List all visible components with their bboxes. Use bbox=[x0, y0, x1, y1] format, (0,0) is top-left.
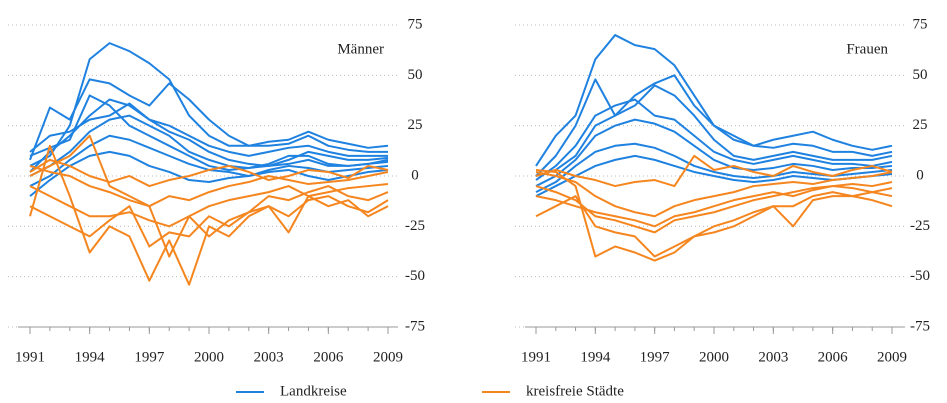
x-tick-label: 2006 bbox=[818, 349, 849, 365]
data-line bbox=[29, 164, 389, 208]
data-line bbox=[535, 98, 893, 181]
data-line bbox=[29, 195, 389, 248]
y-tick-label: 50 bbox=[913, 67, 928, 83]
x-tick-label: 2000 bbox=[194, 349, 224, 365]
x-tick-label: 1994 bbox=[75, 349, 106, 365]
data-line bbox=[29, 114, 389, 177]
data-line bbox=[29, 102, 388, 157]
y-tick-label: 25 bbox=[408, 117, 423, 133]
data-line bbox=[29, 42, 389, 167]
data-line bbox=[29, 78, 388, 161]
data-line bbox=[29, 94, 389, 171]
y-tick-label: -75 bbox=[405, 318, 425, 334]
data-line bbox=[535, 170, 893, 218]
x-tick-label: 2003 bbox=[254, 349, 284, 365]
data-line bbox=[535, 187, 893, 258]
y-tick-label: 0 bbox=[916, 167, 924, 183]
y-tick-label: 25 bbox=[913, 117, 928, 133]
y-tick-label: -75 bbox=[910, 318, 930, 334]
x-tick-label: 1997 bbox=[134, 349, 165, 365]
legend-label: Landkreise bbox=[280, 383, 347, 399]
data-line bbox=[29, 158, 389, 188]
panel-title: Männer bbox=[337, 41, 384, 57]
y-tick-label: -25 bbox=[910, 218, 930, 234]
data-line bbox=[29, 150, 389, 197]
y-tick-label: 75 bbox=[408, 16, 423, 32]
y-tick-label: -50 bbox=[910, 268, 930, 284]
data-line bbox=[535, 154, 893, 188]
x-tick-label: 2000 bbox=[699, 349, 729, 365]
x-tick-label: 1991 bbox=[15, 349, 45, 365]
y-tick-label: 75 bbox=[913, 16, 928, 32]
data-line bbox=[29, 183, 389, 228]
data-line bbox=[535, 185, 893, 228]
x-tick-label: 2006 bbox=[313, 349, 344, 365]
y-tick-label: 50 bbox=[408, 67, 423, 83]
x-tick-label: 1997 bbox=[640, 349, 671, 365]
data-line bbox=[29, 144, 389, 286]
x-tick-label: 1994 bbox=[580, 349, 611, 365]
x-tick-label: 1991 bbox=[521, 349, 551, 365]
panel-title: Frauen bbox=[846, 41, 888, 57]
y-tick-label: -25 bbox=[405, 218, 425, 234]
x-tick-label: 2003 bbox=[758, 349, 788, 365]
legend-label: kreisfreie Städte bbox=[526, 383, 624, 399]
y-tick-label: -50 bbox=[405, 268, 425, 284]
data-line bbox=[535, 168, 893, 262]
x-tick-label: 2009 bbox=[877, 349, 907, 365]
x-tick-label: 2009 bbox=[373, 349, 403, 365]
data-line bbox=[535, 84, 893, 177]
data-line bbox=[535, 74, 893, 177]
y-tick-label: 0 bbox=[411, 167, 419, 183]
data-line bbox=[29, 98, 389, 173]
data-line bbox=[535, 118, 893, 187]
data-line bbox=[535, 34, 893, 167]
data-line bbox=[29, 134, 389, 258]
